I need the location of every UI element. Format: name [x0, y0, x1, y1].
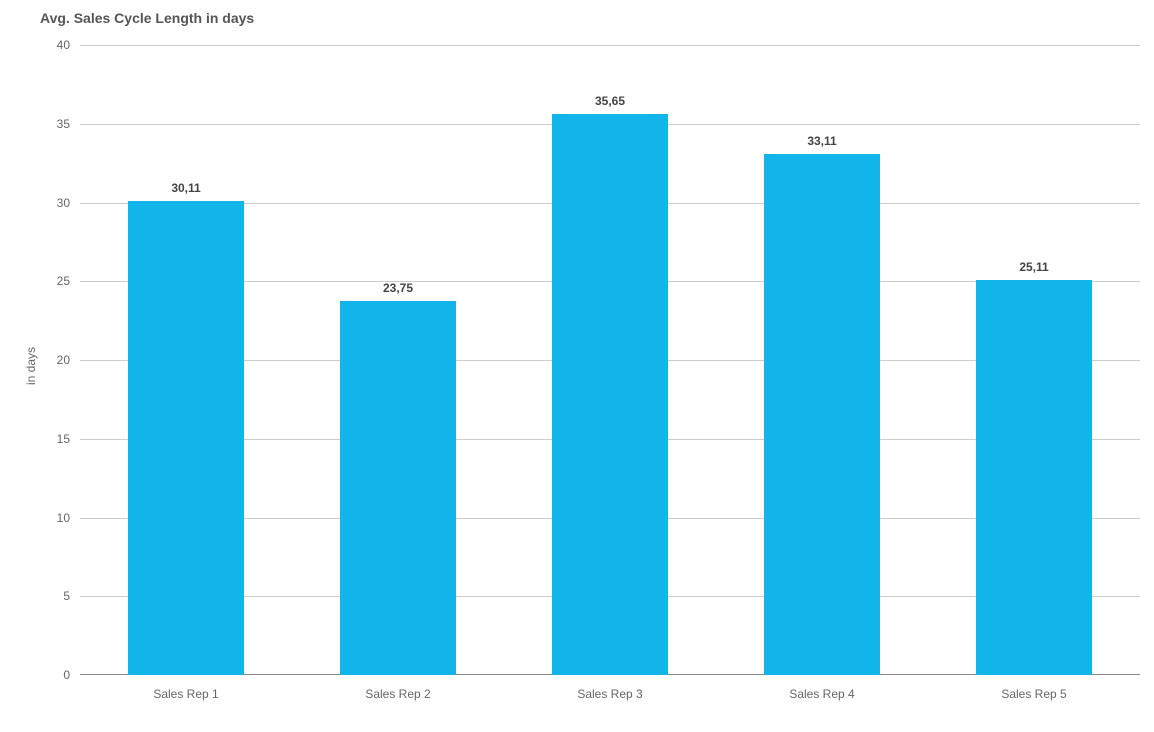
y-tick-label: 5 [40, 589, 80, 603]
y-tick-label: 25 [40, 274, 80, 288]
y-tick-label: 20 [40, 353, 80, 367]
y-tick-label: 30 [40, 196, 80, 210]
bar-value-label: 25,11 [928, 260, 1140, 274]
x-tick-label: Sales Rep 5 [928, 675, 1140, 701]
x-tick-label: Sales Rep 2 [292, 675, 504, 701]
sales-cycle-chart: Avg. Sales Cycle Length in days in days … [0, 0, 1154, 732]
y-tick-label: 0 [40, 668, 80, 682]
chart-title: Avg. Sales Cycle Length in days [40, 10, 254, 26]
y-axis-label: in days [24, 347, 38, 385]
bar-slot: 35,65Sales Rep 3 [504, 45, 716, 675]
bar-value-label: 33,11 [716, 134, 928, 148]
y-tick-label: 35 [40, 117, 80, 131]
bar-value-label: 30,11 [80, 181, 292, 195]
plot-area: 051015202530354030,11Sales Rep 123,75Sal… [80, 45, 1140, 675]
bar-slot: 25,11Sales Rep 5 [928, 45, 1140, 675]
bar [976, 280, 1093, 675]
x-tick-label: Sales Rep 3 [504, 675, 716, 701]
bar [128, 201, 245, 675]
bar-slot: 33,11Sales Rep 4 [716, 45, 928, 675]
bar-value-label: 23,75 [292, 281, 504, 295]
x-tick-label: Sales Rep 1 [80, 675, 292, 701]
bar [764, 154, 881, 675]
bar-slot: 30,11Sales Rep 1 [80, 45, 292, 675]
y-tick-label: 40 [40, 38, 80, 52]
bar-slot: 23,75Sales Rep 2 [292, 45, 504, 675]
y-tick-label: 10 [40, 511, 80, 525]
bar [340, 301, 457, 675]
y-tick-label: 15 [40, 432, 80, 446]
bar [552, 114, 669, 675]
bar-value-label: 35,65 [504, 94, 716, 108]
x-tick-label: Sales Rep 4 [716, 675, 928, 701]
